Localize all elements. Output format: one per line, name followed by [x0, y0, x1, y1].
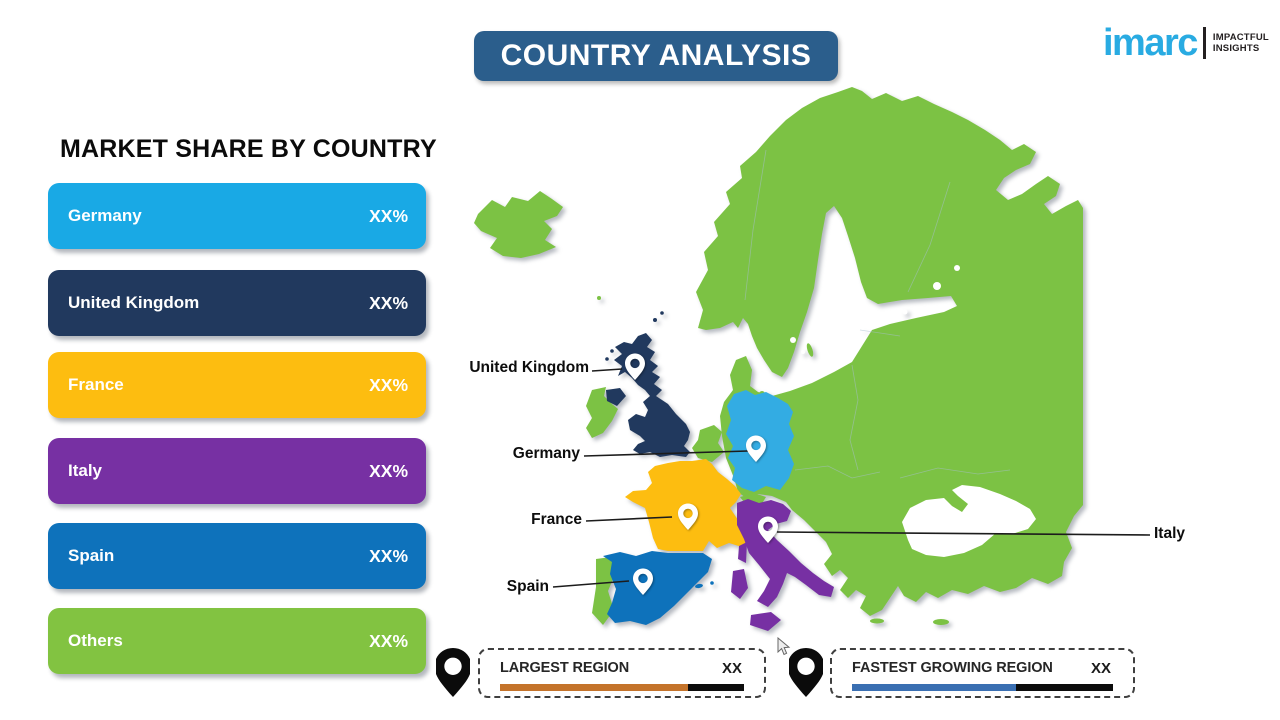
- share-bar-united-kingdom: United Kingdom XX%: [48, 270, 426, 336]
- scottish-isle: [610, 349, 614, 353]
- map-label-france: France: [531, 511, 582, 528]
- legend-bar: [500, 684, 744, 691]
- logo-brand-text: imarc: [1103, 22, 1198, 64]
- country-label: Spain: [68, 546, 115, 565]
- legend-largest-region: LARGEST REGION XX: [478, 648, 766, 698]
- page-title: COUNTRY ANALYSIS: [500, 39, 812, 72]
- imarc-logo: imarc IMPACTFUL INSIGHTS: [1103, 24, 1269, 62]
- gotland-island: [806, 343, 814, 357]
- legend-value: XX: [1090, 660, 1111, 677]
- share-bar-france: France XX%: [48, 352, 426, 418]
- lake: [933, 282, 941, 290]
- country-label: United Kingdom: [68, 293, 200, 312]
- share-bar-others: Others XX%: [48, 608, 426, 674]
- logo-tagline: IMPACTFUL INSIGHTS: [1212, 31, 1269, 54]
- map-label-spain: Spain: [506, 578, 549, 595]
- balearic-isle: [695, 583, 703, 589]
- legend-bar-rest: [687, 684, 744, 691]
- sardinia: [731, 569, 748, 599]
- share-bar-spain: Spain XX%: [48, 523, 426, 589]
- balearic-isle: [710, 581, 714, 585]
- line-germany: [583, 450, 749, 457]
- line-united-kingdom: [591, 368, 623, 372]
- lake: [790, 337, 796, 343]
- ireland: [586, 387, 618, 438]
- location-pin-icon: [436, 647, 470, 697]
- europe-map: [474, 87, 1151, 631]
- line-italy: [776, 531, 1151, 536]
- legend-bar-fill: [852, 684, 1017, 691]
- share-bar-italy: Italy XX%: [48, 438, 426, 504]
- logo-divider: [1202, 27, 1206, 59]
- country-label: Italy: [68, 461, 103, 480]
- legend-value: XX: [721, 660, 742, 677]
- mouse-cursor: [777, 637, 791, 656]
- title-banner: COUNTRY ANALYSIS: [474, 31, 838, 81]
- crete: [870, 618, 884, 624]
- market-share-heading: MARKET SHARE BY COUNTRY: [60, 135, 437, 163]
- country-northern-ireland: [606, 388, 626, 406]
- faroe-islands: [597, 296, 601, 300]
- line-france: [585, 516, 673, 522]
- line-spain: [552, 580, 630, 588]
- black-sea: [902, 485, 1036, 557]
- country-spain: [603, 551, 712, 625]
- mainland-europe: [696, 87, 1083, 616]
- share-value: XX%: [369, 545, 408, 566]
- corsica: [738, 542, 747, 563]
- benelux: [692, 425, 724, 462]
- share-value: XX%: [369, 292, 408, 313]
- sicily: [750, 612, 781, 631]
- country-label: Germany: [68, 206, 142, 225]
- share-value: XX%: [369, 630, 408, 651]
- iceland: [474, 191, 563, 258]
- location-pin-icon: [789, 647, 823, 697]
- share-value: XX%: [369, 205, 408, 226]
- lake: [954, 265, 960, 271]
- country-label: France: [68, 375, 124, 394]
- legend-fastest-growing-region: FASTEST GROWING REGION XX: [830, 648, 1135, 698]
- cyprus: [933, 619, 949, 625]
- shetland-isle: [660, 311, 664, 315]
- country-united-kingdom: [614, 333, 690, 457]
- share-value: XX%: [369, 374, 408, 395]
- lake: [902, 309, 908, 315]
- legend-bar-fill: [500, 684, 688, 691]
- map-label-united-kingdom: United Kingdom: [469, 359, 589, 376]
- legend-bar: [852, 684, 1113, 691]
- legend-label: LARGEST REGION: [500, 660, 630, 676]
- country-label: Others: [68, 631, 123, 650]
- legend-bar-rest: [1016, 684, 1113, 691]
- share-value: XX%: [369, 460, 408, 481]
- label-lines: [552, 368, 1151, 588]
- share-bar-germany: Germany XX%: [48, 183, 426, 249]
- shetland-isle: [653, 318, 657, 322]
- lake: [801, 350, 805, 354]
- country-borders: [744, 149, 1011, 479]
- legend-label: FASTEST GROWING REGION: [852, 660, 1053, 676]
- map-label-italy: Italy: [1154, 525, 1186, 542]
- scottish-isle: [605, 357, 609, 361]
- portugal: [592, 557, 615, 625]
- map-label-germany: Germany: [512, 445, 580, 462]
